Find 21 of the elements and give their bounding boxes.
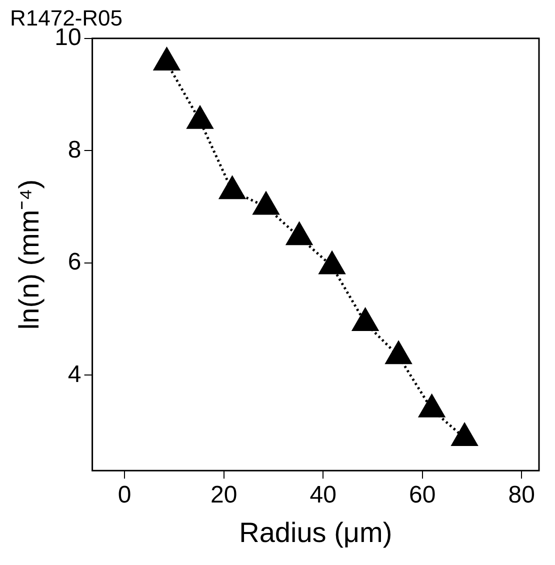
point bbox=[286, 222, 313, 246]
y-tick-label: 10 bbox=[54, 24, 82, 52]
point bbox=[385, 340, 412, 364]
point bbox=[218, 176, 246, 200]
point bbox=[186, 105, 214, 129]
y-tick-label: 8 bbox=[68, 136, 82, 164]
point bbox=[451, 422, 478, 446]
point bbox=[352, 307, 379, 331]
y-tick-label: 4 bbox=[68, 360, 82, 388]
y-axis-title: ln(n) (mm⁻⁴) bbox=[14, 179, 45, 330]
x-tick-label: 80 bbox=[508, 482, 535, 509]
point bbox=[153, 47, 180, 71]
point bbox=[318, 250, 346, 274]
point bbox=[418, 394, 446, 418]
x-tick-label: 20 bbox=[210, 482, 238, 509]
y-tick-label: 6 bbox=[68, 248, 82, 276]
x-axis-title: Radius (μm) bbox=[239, 516, 392, 548]
x-tick-label: 60 bbox=[409, 482, 436, 509]
x-tick-label: 0 bbox=[118, 482, 132, 509]
x-tick-label: 40 bbox=[310, 482, 336, 509]
point bbox=[252, 191, 280, 215]
